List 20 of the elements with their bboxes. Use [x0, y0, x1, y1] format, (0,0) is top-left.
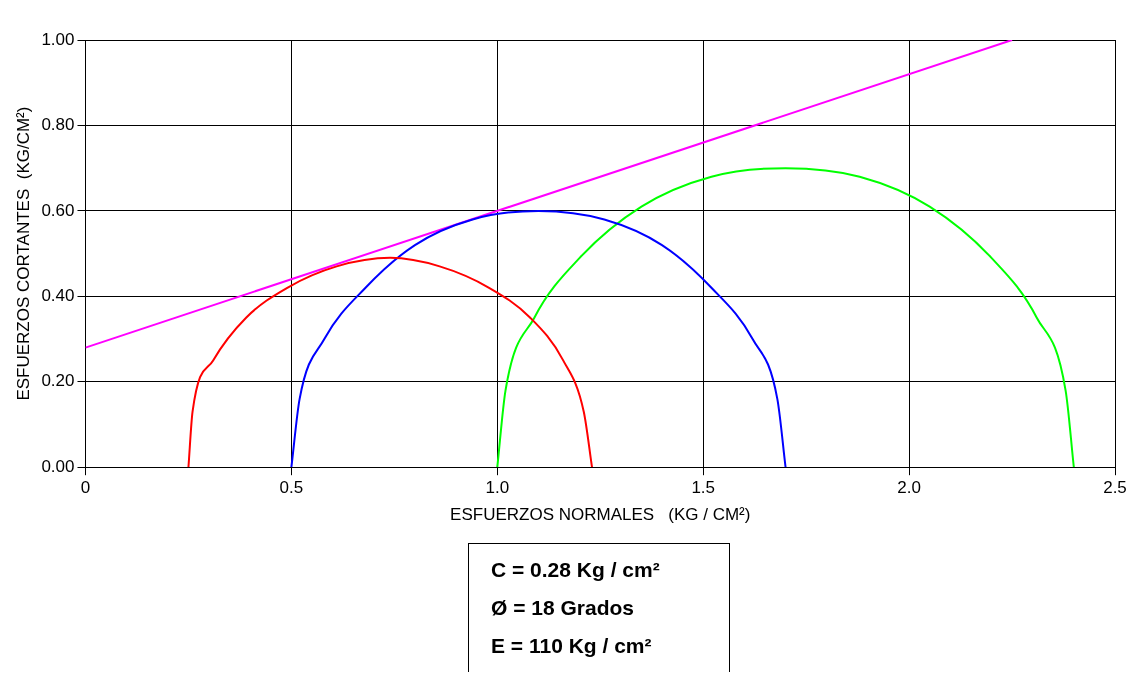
y-axis-title: ESFUERZOS CORTANTES (KG/CM²): [13, 106, 33, 401]
y-tick-label: 0.00: [41, 456, 75, 476]
line-series: [290, 209, 787, 468]
x-tick-label: 2.0: [897, 478, 921, 498]
text: Ø = 18 Grados: [491, 596, 635, 620]
y-tick-label: 0.80: [41, 115, 75, 135]
text: C = 0.28 Kg / cm²: [491, 558, 661, 582]
x-tick-label: 1.5: [691, 478, 716, 498]
x-tick-label: 0.5: [279, 478, 304, 498]
x-axis-title: ESFUERZOS NORMALES (KG / CM²): [450, 505, 751, 525]
line-series: [496, 167, 1075, 468]
y-tick-label: 1.00: [41, 29, 75, 49]
line-series: [187, 256, 594, 468]
x-tick-label: 0: [80, 478, 91, 498]
x-tick-label: 1.0: [485, 478, 510, 498]
x-tick-label: 2.5: [1103, 478, 1127, 498]
y-tick-label: 0.40: [41, 286, 75, 306]
text: E = 110 Kg / cm²: [491, 634, 653, 658]
y-tick-label: 0.20: [41, 371, 75, 391]
y-tick-label: 0.60: [41, 200, 75, 220]
